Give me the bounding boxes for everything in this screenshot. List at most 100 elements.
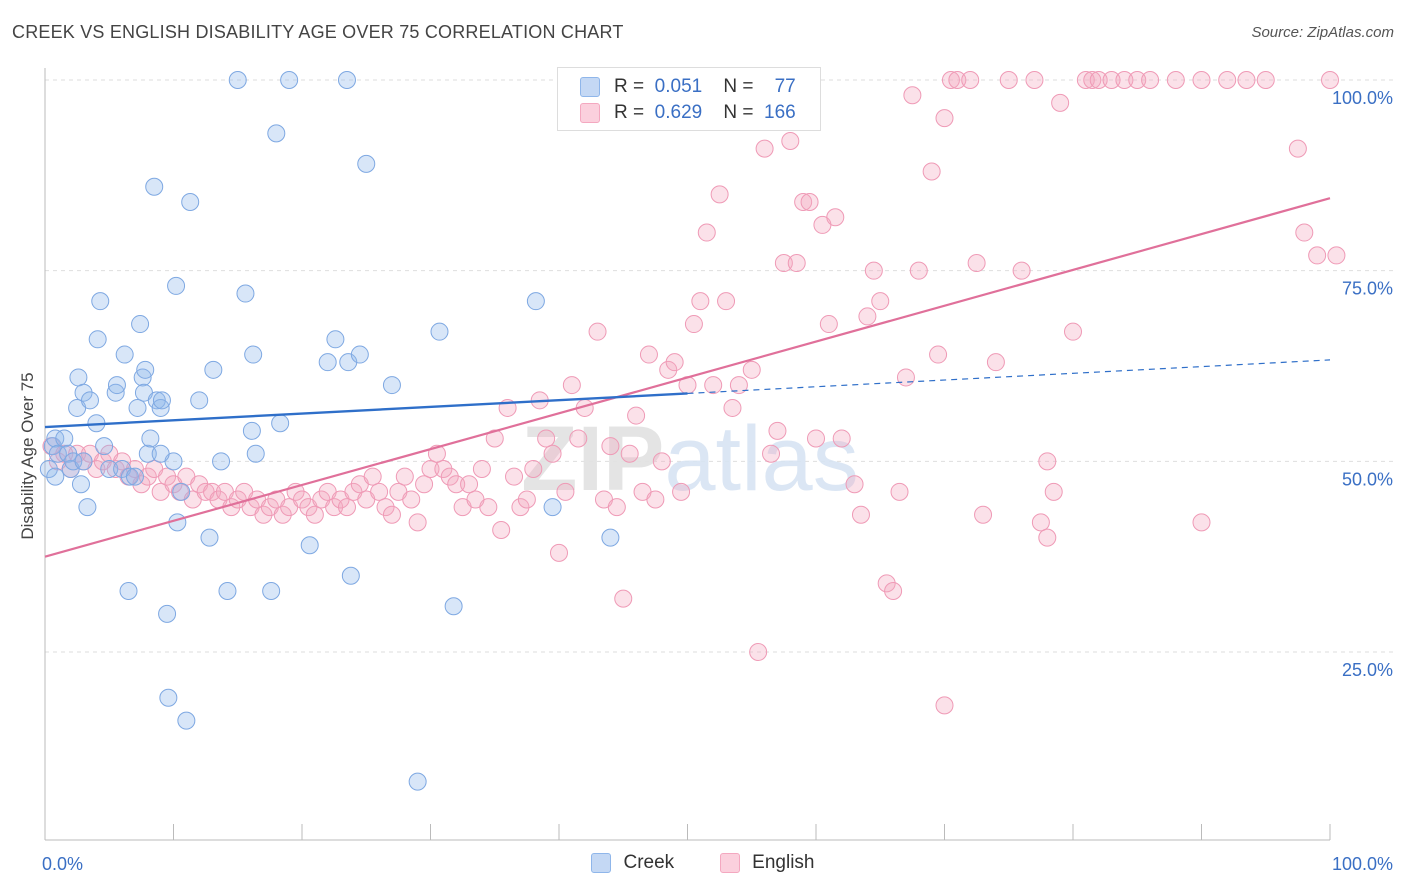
english-point bbox=[402, 490, 421, 509]
creek-point bbox=[181, 193, 200, 212]
english-point bbox=[659, 360, 678, 379]
english-point bbox=[1321, 71, 1339, 89]
english-n-value: 166 bbox=[764, 102, 796, 123]
y-axis-label: Disability Age Over 75 bbox=[18, 372, 37, 540]
creek-point bbox=[69, 368, 88, 387]
english-point bbox=[961, 71, 980, 89]
english-point bbox=[1308, 246, 1327, 265]
english-point bbox=[845, 475, 864, 494]
legend-item-english[interactable]: English bbox=[720, 852, 815, 874]
english-legend-swatch bbox=[720, 853, 741, 873]
english-point bbox=[1025, 71, 1044, 89]
english-point bbox=[254, 505, 273, 524]
creek-point bbox=[141, 429, 160, 448]
english-point bbox=[1115, 71, 1134, 89]
english-point bbox=[684, 315, 703, 334]
english-point bbox=[967, 254, 986, 273]
creek-point bbox=[151, 398, 170, 417]
english-point bbox=[485, 429, 504, 448]
english-point bbox=[877, 574, 896, 593]
creek-point bbox=[246, 444, 265, 463]
legend-item-creek[interactable]: Creek bbox=[591, 852, 674, 874]
creek-point bbox=[119, 581, 138, 600]
english-point bbox=[370, 482, 389, 501]
english-point bbox=[325, 498, 344, 517]
creek-point bbox=[326, 330, 345, 349]
english-point bbox=[646, 490, 665, 509]
english-point bbox=[1089, 71, 1108, 89]
english-point bbox=[421, 459, 440, 478]
english-points bbox=[42, 71, 1346, 715]
creek-points bbox=[39, 71, 620, 791]
english-point bbox=[948, 71, 967, 89]
y-tick-label: 75.0% bbox=[1342, 279, 1393, 299]
watermark: ZIPatlas bbox=[521, 408, 858, 510]
english-point bbox=[1128, 71, 1147, 89]
creek-point bbox=[115, 345, 134, 364]
watermark-atlas: atlas bbox=[664, 408, 858, 510]
trend-lines bbox=[44, 197, 1331, 558]
english-point bbox=[614, 589, 633, 608]
english-trend-line bbox=[44, 197, 1331, 558]
y-tick-label: 100.0% bbox=[1332, 88, 1393, 108]
series-legend: Creek English bbox=[0, 852, 1406, 874]
english-point bbox=[896, 368, 915, 387]
english-point bbox=[717, 292, 736, 311]
english-point bbox=[395, 467, 414, 486]
english-point bbox=[1012, 261, 1031, 280]
english-point bbox=[1083, 71, 1102, 89]
stats-legend: R = 0.051 N = 77 R = 0.629 N = 166 bbox=[557, 67, 821, 131]
creek-point bbox=[46, 467, 65, 486]
creek-point bbox=[106, 383, 125, 402]
english-point bbox=[1038, 452, 1057, 471]
creek-point bbox=[262, 581, 281, 600]
english-point bbox=[1218, 71, 1237, 89]
creek-point bbox=[212, 452, 231, 471]
english-point bbox=[627, 406, 646, 425]
english-point bbox=[697, 223, 716, 242]
english-point bbox=[158, 467, 177, 486]
english-point bbox=[723, 398, 742, 417]
english-point bbox=[781, 132, 800, 151]
english-point bbox=[768, 421, 787, 440]
creek-point bbox=[601, 528, 620, 547]
creek-point bbox=[74, 383, 93, 402]
creek-point bbox=[177, 711, 196, 730]
creek-point bbox=[152, 391, 171, 410]
english-point bbox=[524, 459, 543, 478]
english-point bbox=[505, 467, 524, 486]
english-point bbox=[1044, 482, 1063, 501]
english-point bbox=[774, 254, 793, 273]
creek-trend-extension bbox=[687, 359, 1331, 395]
creek-point bbox=[128, 398, 147, 417]
gridlines bbox=[45, 79, 1395, 653]
english-point bbox=[1256, 71, 1275, 89]
english-point bbox=[929, 345, 948, 364]
english-n-label: N = bbox=[723, 102, 754, 123]
english-point bbox=[652, 452, 671, 471]
english-point bbox=[903, 86, 922, 105]
creek-point bbox=[74, 452, 93, 471]
english-point bbox=[672, 482, 691, 501]
creek-point bbox=[350, 345, 369, 364]
creek-point bbox=[91, 292, 110, 311]
creek-point bbox=[78, 498, 97, 517]
creek-point bbox=[300, 536, 319, 555]
english-point bbox=[479, 498, 498, 517]
english-point bbox=[762, 444, 781, 463]
creek-point bbox=[200, 528, 219, 547]
english-point bbox=[601, 437, 620, 456]
english-point bbox=[440, 467, 459, 486]
creek-point bbox=[444, 597, 463, 616]
english-point bbox=[543, 444, 562, 463]
english-point bbox=[832, 429, 851, 448]
english-point bbox=[974, 505, 993, 524]
axes bbox=[44, 68, 1331, 841]
creek-point bbox=[242, 421, 261, 440]
english-point bbox=[1327, 246, 1346, 265]
creek-r-value: 0.051 bbox=[654, 76, 703, 97]
english-point bbox=[1051, 93, 1070, 112]
english-point bbox=[460, 475, 479, 494]
creek-point bbox=[95, 437, 114, 456]
english-point bbox=[305, 505, 324, 524]
